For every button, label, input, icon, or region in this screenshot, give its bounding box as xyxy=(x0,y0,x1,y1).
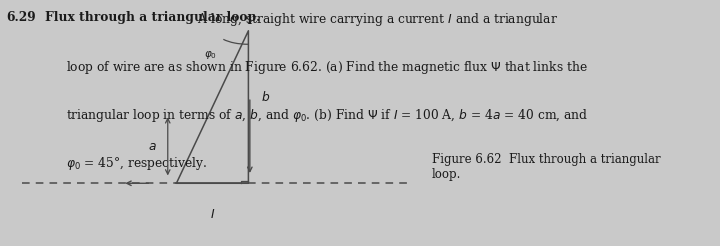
Text: $b$: $b$ xyxy=(261,90,271,104)
Text: Flux through a triangular loop.: Flux through a triangular loop. xyxy=(45,11,260,24)
Text: triangular loop in terms of $a$, $b$, and $φ_0$. (b) Find $Ψ$ if $I$ = 100 A, $b: triangular loop in terms of $a$, $b$, an… xyxy=(66,107,588,124)
Text: 6.29: 6.29 xyxy=(6,11,35,24)
Text: $I$: $I$ xyxy=(210,208,215,221)
Text: $a$: $a$ xyxy=(148,140,156,153)
Text: Figure 6.62  Flux through a triangular
loop.: Figure 6.62 Flux through a triangular lo… xyxy=(432,153,661,181)
Text: $φ_0$: $φ_0$ xyxy=(204,49,217,61)
Text: $φ_0$ = 45°, respectively.: $φ_0$ = 45°, respectively. xyxy=(66,155,207,172)
Text: A long, straight wire carrying a current $I$ and a triangular: A long, straight wire carrying a current… xyxy=(194,11,559,28)
Text: loop of wire are as shown in Figure 6.62. (a) Find the magnetic flux $Ψ$ that li: loop of wire are as shown in Figure 6.62… xyxy=(66,59,588,76)
